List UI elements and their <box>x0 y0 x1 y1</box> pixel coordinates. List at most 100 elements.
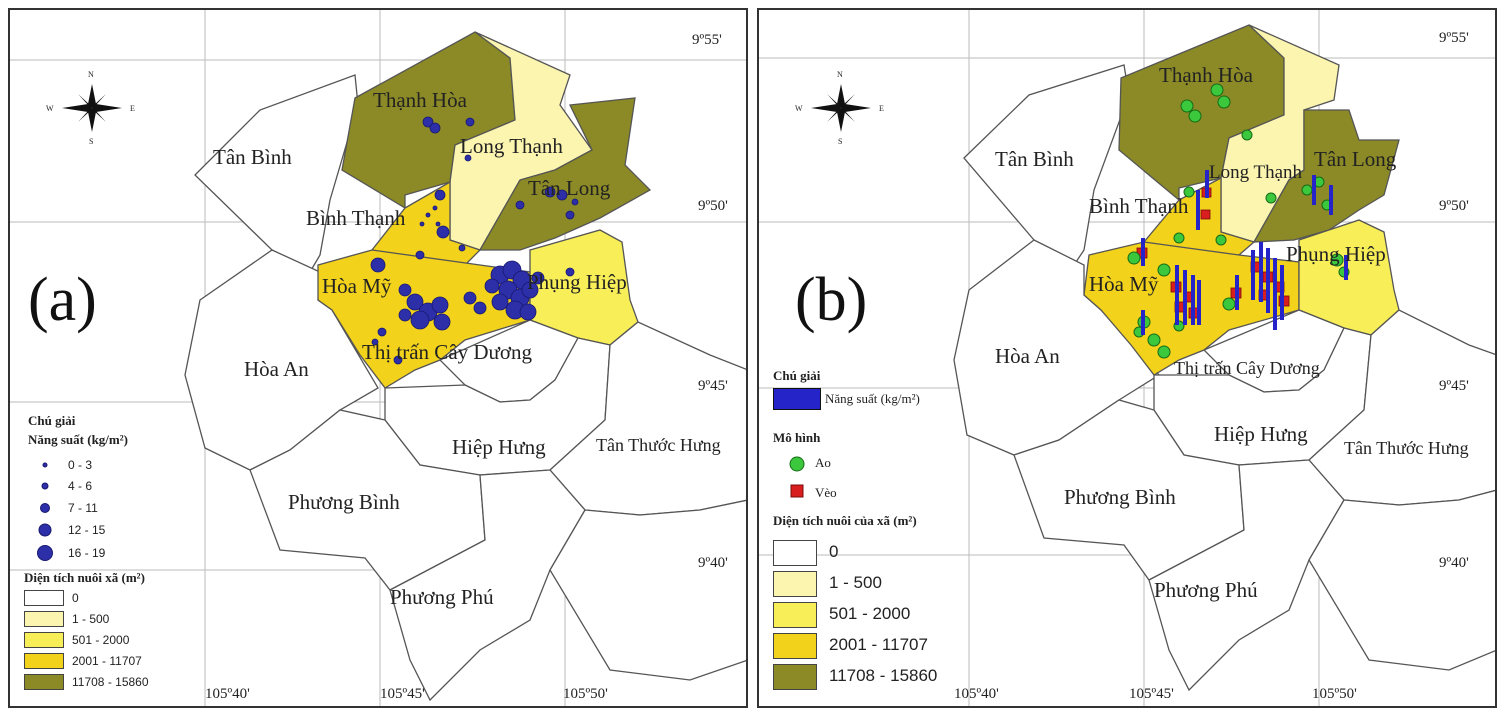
legend-area-class-5: 11708 - 15860 <box>72 675 149 689</box>
legend-area-class-1: 0 <box>829 542 839 561</box>
lat-label-950: 9º50' <box>698 198 728 214</box>
pen-legend-icon <box>790 484 804 498</box>
pond-legend-icon <box>789 456 805 472</box>
town-phuong-phu: Phương Phú <box>1154 578 1258 602</box>
legend-area-swatch-1 <box>24 590 64 606</box>
commune-boundaries <box>184 31 746 702</box>
legend-title: Chú giải <box>773 368 821 383</box>
region-tan-long <box>478 97 652 251</box>
legend-area-class-5: 11708 - 15860 <box>829 666 938 685</box>
lon-label-540: 105º40' <box>205 686 250 702</box>
legend-area-title: Diện tích nuôi xã (m²) <box>24 570 145 585</box>
yield-points <box>370 116 579 365</box>
legend-area-swatch-3 <box>773 602 817 628</box>
compass-rose-icon <box>62 84 122 132</box>
town-binh-thanh: Bình Thạnh <box>1089 194 1189 218</box>
legend-yield-title: Năng suất (kg/m²) <box>28 432 128 447</box>
town-phuong-binh: Phương Bình <box>1064 485 1176 509</box>
legend-area-swatch-4 <box>24 653 64 669</box>
region-tan-binh <box>194 74 359 273</box>
lat-label-950: 9º50' <box>1439 198 1469 214</box>
town-phuong-phu: Phương Phú <box>390 585 494 609</box>
town-tan-long: Tân Long <box>1314 147 1397 171</box>
town-thi-tran: Thị trấn Cây Dương <box>1174 358 1320 378</box>
panel-label-b: (b) <box>795 266 868 334</box>
yield-bars <box>1141 170 1348 335</box>
compass-e: E <box>879 104 884 113</box>
town-tan-binh: Tân Bình <box>995 147 1074 171</box>
legend-yield-class-4: 12 - 15 <box>68 523 106 537</box>
map-b-svg <box>759 10 1495 706</box>
town-hiep-hung: Hiệp Hưng <box>452 435 546 459</box>
compass-w: W <box>46 104 54 113</box>
legend-yield-class-3: 7 - 11 <box>68 501 98 515</box>
town-hoa-my: Hòa Mỹ <box>1089 272 1159 296</box>
compass-s: S <box>89 137 94 146</box>
town-hoa-an: Hòa An <box>244 357 309 381</box>
legend-area-class-1: 0 <box>72 591 79 605</box>
lat-label-955: 9º55' <box>1439 30 1469 46</box>
compass-w: W <box>795 104 803 113</box>
lon-label-540: 105º40' <box>954 686 999 702</box>
town-tan-thuoc-hung: Tân Thước Hưng <box>1344 438 1469 458</box>
legend-model-pond: Ao <box>815 455 831 470</box>
town-thi-tran: Thị trấn Cây Dương <box>362 340 533 364</box>
lon-label-545: 105º45' <box>380 686 425 702</box>
town-thanh-hoa: Thạnh Hòa <box>373 88 467 112</box>
legend-yield-class-5: 16 - 19 <box>68 546 106 560</box>
region-east-strip <box>1308 489 1495 671</box>
town-hoa-my: Hòa Mỹ <box>322 274 392 298</box>
legend-yield-class-2: 4 - 6 <box>68 479 93 493</box>
legend-area-swatch-3 <box>24 632 64 648</box>
map-panel-a: 9º55' 9º50' 9º45' 9º40' 105º40' 105º45' … <box>8 8 748 708</box>
lat-label-955: 9º55' <box>692 32 722 48</box>
region-tan-long <box>1252 109 1400 243</box>
legend-area-class-3: 501 - 2000 <box>829 604 911 623</box>
compass-e: E <box>130 104 135 113</box>
legend-area-class-2: 1 - 500 <box>829 573 882 592</box>
legend-area-class-2: 1 - 500 <box>72 612 110 626</box>
map-panel-b: 9º55' 9º50' 9º45' 9º40' 105º40' 105º45' … <box>757 8 1497 708</box>
compass-s: S <box>838 137 843 146</box>
lat-label-945: 9º45' <box>698 378 728 394</box>
lon-label-550: 105º50' <box>1312 686 1357 702</box>
legend-yield-label: Năng suất (kg/m²) <box>825 391 920 406</box>
legend-model-symbols <box>789 456 805 498</box>
town-long-thanh: Long Thạnh <box>1209 162 1303 183</box>
legend-yield-bar-swatch <box>773 388 821 410</box>
compass-n: N <box>88 70 94 79</box>
legend-area-class-4: 2001 - 11707 <box>829 635 928 654</box>
compass-n: N <box>837 70 843 79</box>
legend-area-swatch-4 <box>773 633 817 659</box>
town-tan-long: Tân Long <box>528 176 611 200</box>
town-phuong-binh: Phương Bình <box>288 490 400 514</box>
town-phung-hiep: Phụng Hiệp <box>527 270 627 294</box>
legend-area-swatch-2 <box>24 611 64 627</box>
town-binh-thanh: Bình Thạnh <box>306 206 406 230</box>
legend-area-class-4: 2001 - 11707 <box>72 654 142 668</box>
region-east-strip <box>549 499 746 681</box>
legend-area-title: Diện tích nuôi của xã (m²) <box>773 513 917 528</box>
lat-label-940: 9º40' <box>698 555 728 571</box>
map-a-svg <box>10 10 746 706</box>
town-tan-thuoc-hung: Tân Thước Hưng <box>596 435 721 455</box>
legend-area-swatch-5 <box>24 674 64 690</box>
compass-rose-icon <box>811 84 871 132</box>
town-tan-binh: Tân Bình <box>213 145 292 169</box>
town-thanh-hoa: Thạnh Hòa <box>1159 63 1253 87</box>
legend-area-swatch-2 <box>773 571 817 597</box>
lon-label-545: 105º45' <box>1129 686 1174 702</box>
lon-label-550: 105º50' <box>563 686 608 702</box>
legend-yield-class-1: 0 - 3 <box>68 458 93 472</box>
lat-label-940: 9º40' <box>1439 555 1469 571</box>
town-hoa-an: Hòa An <box>995 344 1060 368</box>
legend-model-title: Mô hình <box>773 430 821 445</box>
town-phung-hiep: Phụng Hiệp <box>1286 242 1386 266</box>
legend-area-class-3: 501 - 2000 <box>72 633 130 647</box>
legend-title: Chú giải <box>28 413 76 428</box>
lat-label-945: 9º45' <box>1439 378 1469 394</box>
legend-model-pen: Vèo <box>815 485 837 500</box>
town-long-thanh: Long Thạnh <box>460 134 563 158</box>
legend-area-swatch-5 <box>773 664 817 690</box>
town-hiep-hung: Hiệp Hưng <box>1214 422 1308 446</box>
